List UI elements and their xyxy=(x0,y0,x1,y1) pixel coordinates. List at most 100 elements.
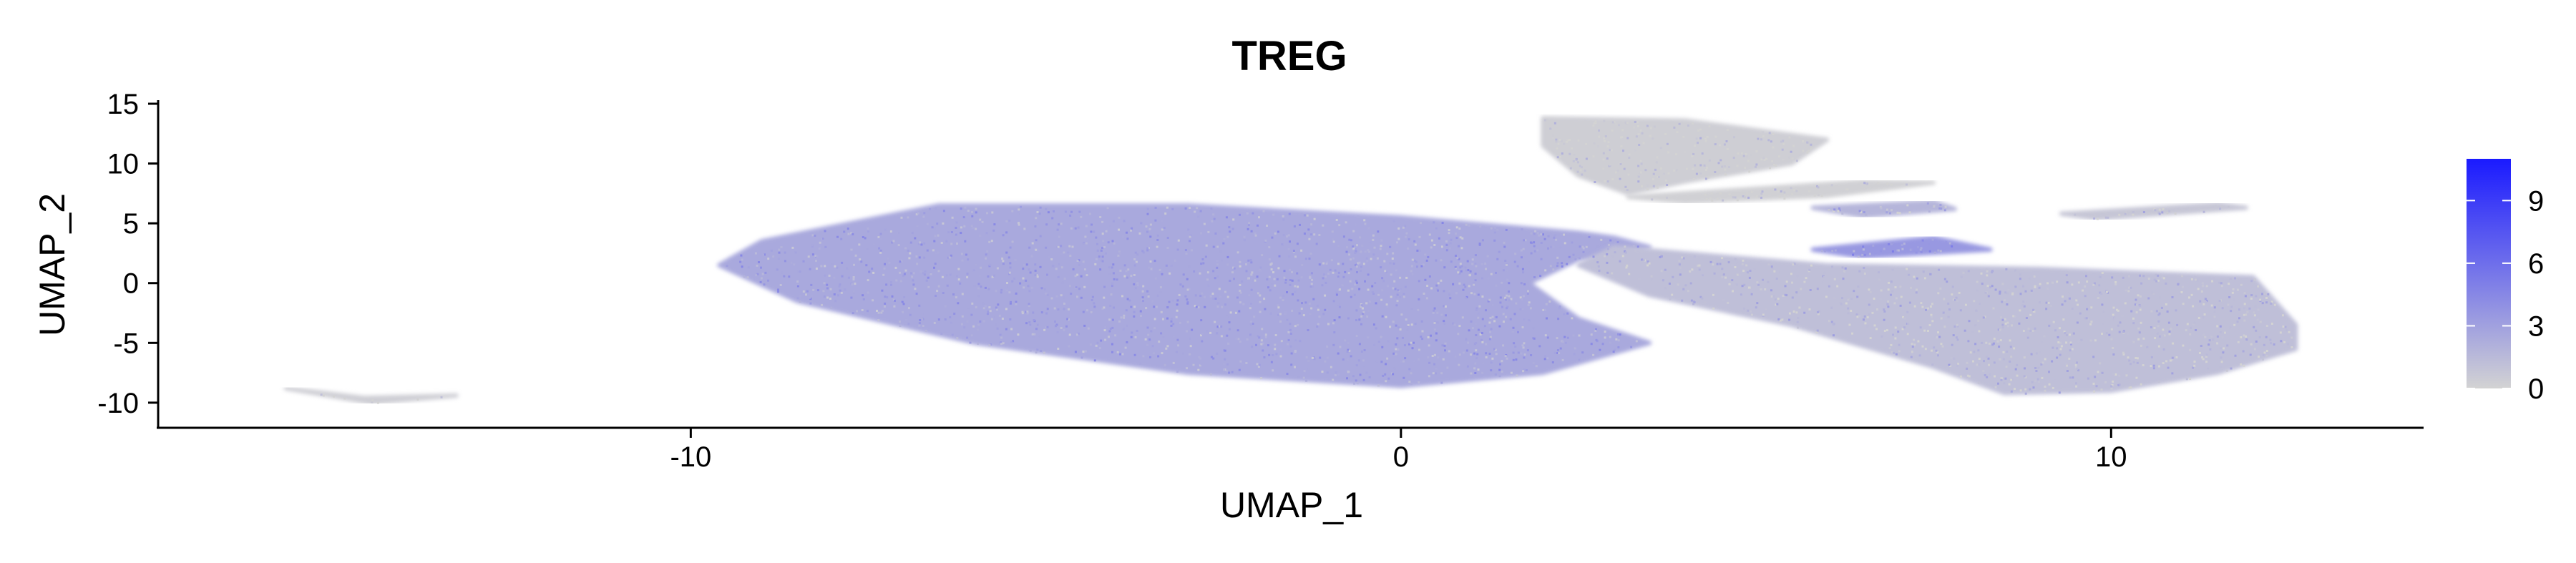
cell-point xyxy=(1204,305,1206,308)
cell-point xyxy=(2185,329,2187,332)
cell-point xyxy=(2092,356,2095,358)
cell-point xyxy=(872,243,875,246)
cell-point xyxy=(1372,234,1375,237)
cell-point xyxy=(1233,267,1236,270)
cell-point xyxy=(1886,303,1889,305)
cell-point xyxy=(1782,142,1785,145)
cell-point xyxy=(1146,326,1149,329)
cell-point xyxy=(1469,270,1472,273)
cell-point xyxy=(1559,246,1562,249)
cell-point xyxy=(1490,227,1493,230)
cell-point xyxy=(1028,246,1031,249)
cell-point xyxy=(2155,310,2158,313)
cell-point xyxy=(1593,122,1596,124)
cell-point xyxy=(1068,308,1070,310)
cell-point xyxy=(1568,255,1571,258)
cell-point xyxy=(1372,253,1375,256)
cell-point xyxy=(1146,290,1149,293)
cell-point xyxy=(1325,309,1328,312)
cell-point xyxy=(1999,328,2001,331)
cell-point xyxy=(1170,264,1173,267)
cell-point xyxy=(809,268,811,270)
cell-point xyxy=(1304,258,1307,260)
cell-point xyxy=(811,245,814,248)
cell-point xyxy=(2147,212,2150,215)
cell-point xyxy=(1984,291,1987,294)
cell-point xyxy=(1261,254,1264,257)
cell-point xyxy=(1522,271,1525,274)
cell-point xyxy=(1527,261,1530,264)
cell-point xyxy=(1435,367,1438,370)
cell-point xyxy=(1933,251,1936,254)
cell-point xyxy=(1598,135,1601,138)
cell-point xyxy=(1130,229,1132,232)
cell-point xyxy=(2132,341,2135,343)
cell-point xyxy=(924,329,927,332)
cell-point xyxy=(1257,224,1259,227)
cell-point xyxy=(2147,278,2150,280)
cell-point xyxy=(1883,318,1885,321)
cell-point xyxy=(1506,269,1509,272)
cell-point xyxy=(1656,156,1659,159)
cell-point xyxy=(2188,296,2190,299)
cell-point xyxy=(2243,307,2245,310)
cell-point xyxy=(1744,196,1747,199)
cell-point xyxy=(2034,379,2036,382)
cell-point xyxy=(960,253,963,255)
cell-point xyxy=(1191,328,1194,331)
cell-point xyxy=(1488,321,1491,324)
cell-point xyxy=(936,222,939,225)
cell-point xyxy=(2238,317,2240,320)
cell-point xyxy=(1111,326,1114,329)
cell-point xyxy=(899,280,902,283)
cell-point xyxy=(1284,313,1287,315)
cell-point xyxy=(922,272,924,275)
cell-point xyxy=(1876,308,1878,310)
cell-point xyxy=(973,285,976,287)
cell-point xyxy=(1083,285,1086,288)
cell-point xyxy=(1356,244,1358,247)
cell-point xyxy=(1033,333,1036,336)
cell-point xyxy=(1428,344,1430,347)
cell-point xyxy=(1387,340,1390,343)
cell-point xyxy=(1331,230,1334,233)
cell-point xyxy=(1402,336,1404,339)
cell-point xyxy=(1556,147,1558,150)
cell-point xyxy=(1082,351,1085,353)
cell-point xyxy=(1638,172,1641,175)
cell-point xyxy=(1027,285,1030,288)
cell-point xyxy=(1732,290,1734,293)
cell-point xyxy=(1216,266,1219,269)
cell-point xyxy=(1316,304,1319,307)
cell-point xyxy=(1184,312,1186,315)
cell-point xyxy=(1428,375,1430,378)
cell-point xyxy=(2124,302,2127,305)
cell-point xyxy=(1514,253,1517,255)
cell-point xyxy=(1252,212,1254,215)
cell-point xyxy=(2082,289,2084,292)
cell-point xyxy=(1578,334,1581,337)
cell-point xyxy=(1080,275,1083,278)
cell-point xyxy=(981,220,984,223)
cell-point xyxy=(1357,215,1360,218)
cell-point xyxy=(1289,345,1292,348)
cell-point xyxy=(2265,354,2268,357)
cell-point xyxy=(951,216,954,219)
cell-point xyxy=(1595,338,1598,341)
cell-point xyxy=(1937,354,1939,357)
cell-point xyxy=(1558,307,1561,310)
cell-point xyxy=(1387,377,1390,380)
cell-point xyxy=(1792,310,1795,313)
cell-point xyxy=(926,222,929,225)
cell-point xyxy=(1986,270,1989,273)
cell-point xyxy=(1474,254,1477,257)
cell-point xyxy=(1239,301,1241,304)
cell-point xyxy=(1046,293,1049,296)
cell-point xyxy=(1573,153,1576,156)
cell-point xyxy=(1188,288,1191,290)
cell-point xyxy=(1294,349,1297,352)
cell-point xyxy=(1286,373,1289,376)
cell-point xyxy=(1577,139,1580,142)
cell-point xyxy=(1911,343,1913,346)
cell-point xyxy=(2074,366,2077,368)
